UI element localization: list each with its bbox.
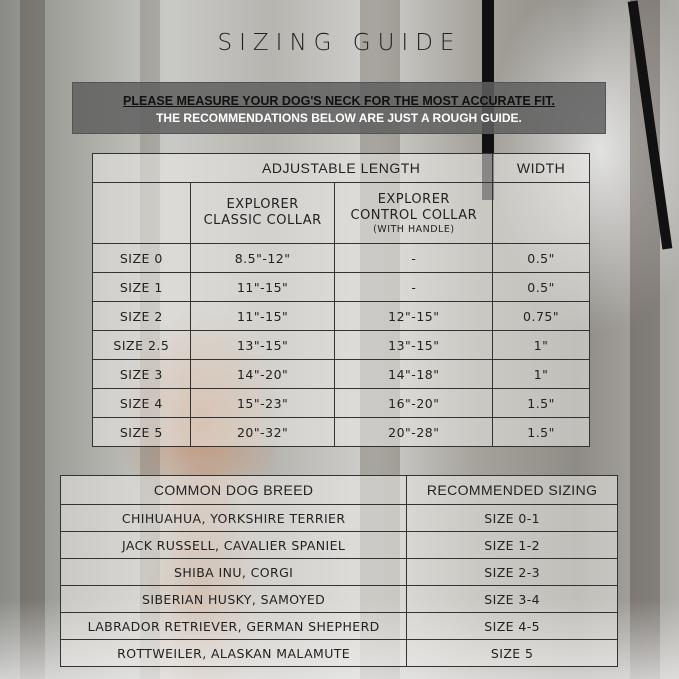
size-cell-width: 0.5" — [492, 243, 590, 273]
breed-cell-size: SIZE 5 — [406, 639, 618, 667]
empty-width-subheader — [492, 182, 590, 244]
breed-cell-size: SIZE 1-2 — [406, 531, 618, 559]
size-cell-width: 1" — [492, 330, 590, 360]
breed-row: ROTTWEILER, ALASKAN MALAMUTE SIZE 5 — [59, 639, 618, 667]
page-title: SIZING GUIDE — [217, 30, 462, 56]
size-row: SIZE 4 15"-23" 16"-20" 1.5" — [92, 388, 590, 418]
size-cell-classic: 20"-32" — [189, 417, 336, 447]
breed-cell-breed: JACK RUSSELL, CAVALIER SPANIEL — [59, 531, 408, 559]
control-header-line1: EXPLORER — [377, 191, 450, 207]
size-cell-classic: 8.5"-12" — [189, 243, 336, 273]
breed-table: COMMON DOG BREED RECOMMENDED SIZING CHIH… — [59, 475, 618, 667]
size-cell-control: 14"-18" — [334, 359, 494, 389]
size-row: SIZE 2.5 13"-15" 13"-15" 1" — [92, 330, 590, 360]
size-cell-size: SIZE 4 — [92, 388, 191, 418]
classic-collar-header: EXPLORER CLASSIC COLLAR — [189, 182, 336, 244]
breed-cell-size: SIZE 0-1 — [406, 504, 618, 532]
width-header: WIDTH — [492, 153, 590, 183]
breed-row: SHIBA INU, CORGI SIZE 2-3 — [59, 558, 618, 586]
size-cell-classic: 11"-15" — [189, 272, 336, 302]
size-cell-size: SIZE 1 — [92, 272, 191, 302]
size-cell-control: 12"-15" — [334, 301, 494, 331]
breed-row: SIBERIAN HUSKY, SAMOYED SIZE 3-4 — [59, 585, 618, 613]
size-cell-classic: 13"-15" — [189, 330, 336, 360]
size-cell-control: - — [334, 272, 494, 302]
size-cell-width: 1" — [492, 359, 590, 389]
size-row: SIZE 0 8.5"-12" -0.5" — [92, 243, 590, 273]
breed-row: CHIHUAHUA, YORKSHIRE TERRIER SIZE 0-1 — [59, 504, 618, 532]
sizing-column-header: RECOMMENDED SIZING — [406, 475, 618, 505]
size-row: SIZE 5 20"-32" 20"-28" 1.5" — [92, 417, 590, 447]
breed-cell-size: SIZE 3-4 — [406, 585, 618, 613]
size-cell-size: SIZE 2.5 — [92, 330, 191, 360]
size-cell-classic: 11"-15" — [189, 301, 336, 331]
size-cell-control: - — [334, 243, 494, 273]
classic-header-line2: CLASSIC COLLAR — [203, 213, 322, 228]
size-cell-size: SIZE 5 — [92, 417, 191, 447]
size-row: SIZE 1 11"-15" -0.5" — [92, 272, 590, 302]
size-cell-control: 20"-28" — [334, 417, 494, 447]
breed-cell-breed: SHIBA INU, CORGI — [59, 558, 408, 586]
classic-header-line1: EXPLORER — [226, 197, 299, 212]
size-row: SIZE 3 14"-20" 14"-18" 1" — [92, 359, 590, 389]
control-collar-header: EXPLORER CONTROL COLLAR (WITH HANDLE) — [334, 182, 494, 244]
breed-cell-breed: SIBERIAN HUSKY, SAMOYED — [59, 585, 408, 613]
size-table: ADJUSTABLE LENGTH WIDTH EXPLORER CLASSIC… — [92, 153, 590, 447]
size-cell-control: 13"-15" — [334, 330, 494, 360]
size-cell-width: 0.75" — [492, 301, 590, 331]
notice-line-1: PLEASE MEASURE YOUR DOG'S NECK FOR THE M… — [123, 94, 555, 108]
size-cell-control: 16"-20" — [334, 388, 494, 418]
control-header-line2: CONTROL COLLAR — [350, 207, 478, 223]
size-cell-size: SIZE 2 — [92, 301, 191, 331]
breed-row: JACK RUSSELL, CAVALIER SPANIEL SIZE 1-2 — [59, 531, 618, 559]
breed-cell-size: SIZE 2-3 — [406, 558, 618, 586]
size-cell-size: SIZE 3 — [92, 359, 191, 389]
measure-notice: PLEASE MEASURE YOUR DOG'S NECK FOR THE M… — [72, 82, 606, 134]
control-header-note: (WITH HANDLE) — [373, 223, 455, 235]
size-cell-size: SIZE 0 — [92, 243, 191, 273]
size-cell-classic: 15"-23" — [189, 388, 336, 418]
breed-column-header: COMMON DOG BREED — [59, 475, 408, 505]
breed-row: LABRADOR RETRIEVER, GERMAN SHEPHERD SIZE … — [59, 612, 618, 640]
breed-cell-breed: CHIHUAHUA, YORKSHIRE TERRIER — [59, 504, 408, 532]
breed-cell-breed: ROTTWEILER, ALASKAN MALAMUTE — [59, 639, 408, 667]
empty-header-cell — [92, 153, 191, 183]
breed-cell-size: SIZE 4-5 — [406, 612, 618, 640]
breed-cell-breed: LABRADOR RETRIEVER, GERMAN SHEPHERD — [59, 612, 408, 640]
size-row: SIZE 2 11"-15" 12"-15" 0.75" — [92, 301, 590, 331]
empty-subheader-cell — [92, 182, 191, 244]
size-cell-classic: 14"-20" — [189, 359, 336, 389]
size-cell-width: 1.5" — [492, 388, 590, 418]
adjustable-length-header: ADJUSTABLE LENGTH — [190, 153, 494, 183]
size-cell-width: 0.5" — [492, 272, 590, 302]
notice-line-2: THE RECOMMENDATIONS BELOW ARE JUST A ROU… — [156, 111, 522, 125]
size-cell-width: 1.5" — [492, 417, 590, 447]
